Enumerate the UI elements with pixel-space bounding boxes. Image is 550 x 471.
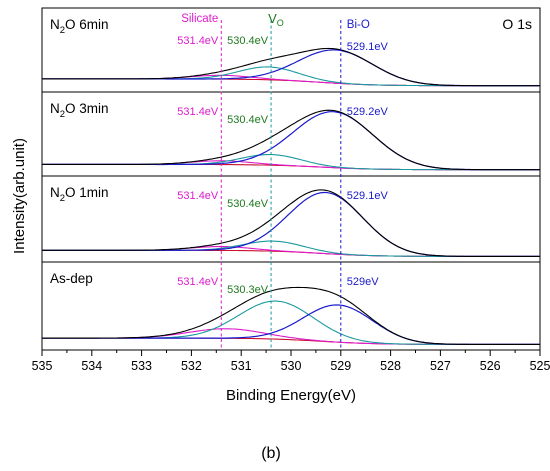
x-tick-label: 529 [330, 359, 351, 373]
silicate-marker-label: Silicate [181, 13, 218, 25]
panel-frame [41, 7, 541, 93]
envelope-line [42, 47, 540, 87]
silicate-energy-label: 531.4eV [177, 106, 219, 118]
bio-energy-label: 529.1eV [347, 190, 389, 202]
envelope-line [42, 109, 540, 171]
x-tick-label: 526 [480, 359, 501, 373]
x-tick-label: 527 [430, 359, 451, 373]
panel-frame [41, 261, 541, 351]
silicate-energy-label: 531.4eV [177, 276, 219, 288]
x-tick-label: 532 [181, 359, 202, 373]
panel-label: N2O 1min [50, 185, 109, 204]
envelope-line [42, 286, 540, 345]
x-tick-label: 534 [81, 359, 102, 373]
panel: N2O 1min 531.4eV 530.4eV 529.1eV [41, 175, 541, 263]
x-tick-label: 531 [231, 359, 252, 373]
figure-label: (b) [261, 445, 281, 462]
panel-label: N2O 3min [50, 101, 109, 120]
silicate-energy-label: 531.4eV [177, 35, 219, 47]
corner-label: O 1s [502, 16, 532, 32]
bio-energy-label: 529.2eV [347, 106, 389, 118]
vo-energy-label: 530.4eV [227, 35, 269, 47]
panel-label: As-dep [50, 271, 93, 286]
panel: As-dep 531.4eV 530.3eV 529eV [41, 261, 541, 351]
x-tick-label: 533 [131, 359, 152, 373]
panel-frame [41, 175, 541, 263]
bio-energy-label: 529.1eV [347, 41, 389, 53]
vo-energy-label: 530.3eV [227, 284, 269, 296]
x-axis-label: Binding Energy(eV) [226, 387, 356, 404]
vo-energy-label: 530.4eV [227, 114, 269, 126]
bio-marker-label: Bi-O [347, 19, 370, 31]
panel: N2O 3min 531.4eV 530.4eV 529.2eV [41, 91, 541, 177]
x-tick-label: 535 [32, 359, 53, 373]
vo-marker-label: VO [268, 11, 284, 28]
silicate-energy-label: 531.4eV [177, 190, 219, 202]
axes-layer: Silicate VO Bi-O O 1s 535 534 533 532 531 530 529 5… [32, 11, 550, 373]
x-tick-label: 525 [530, 359, 550, 373]
panel: N2O 6min 531.4eV 530.4eV 529.1eV [41, 7, 541, 93]
vo-energy-label: 530.4eV [227, 198, 269, 210]
panel-label: N2O 6min [50, 17, 109, 36]
envelope-line [42, 189, 540, 257]
panels-layer: N2O 6min 531.4eV 530.4eV 529.1eV N2O 3min 531… [41, 7, 541, 351]
bio-energy-label: 529eV [347, 276, 379, 288]
y-axis-label: Intensity(arb.unit) [11, 138, 28, 254]
x-tick-label: 530 [281, 359, 302, 373]
x-tick-label: 528 [380, 359, 401, 373]
